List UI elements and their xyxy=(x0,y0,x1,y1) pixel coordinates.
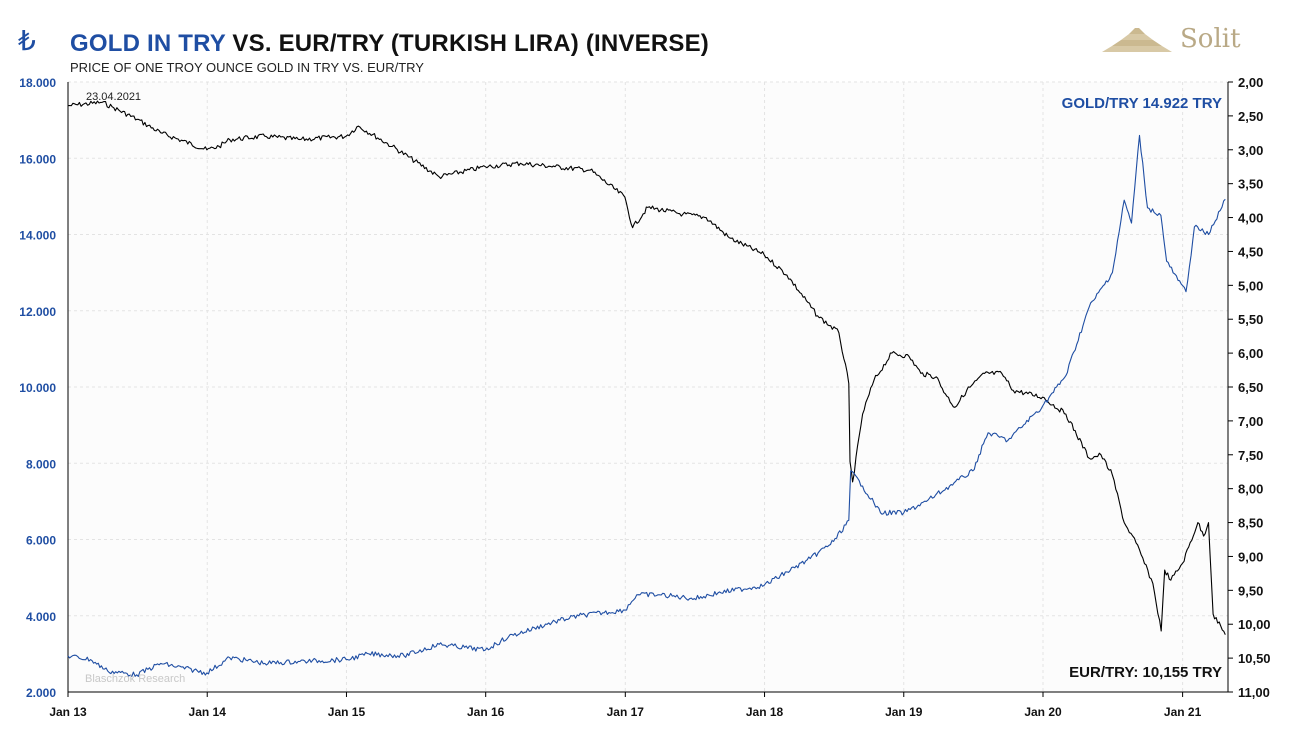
left-tick-label: 18.000 xyxy=(19,76,56,90)
left-tick-label: 16.000 xyxy=(19,152,56,166)
left-tick-label: 2.000 xyxy=(26,686,56,700)
right-tick-label: 3,50 xyxy=(1238,177,1263,192)
left-tick-label: 4.000 xyxy=(26,610,56,624)
right-tick-label: 4,00 xyxy=(1238,211,1263,226)
left-tick-label: 12.000 xyxy=(19,305,56,319)
left-tick-label: 8.000 xyxy=(26,457,56,471)
x-tick-label: Jan 13 xyxy=(49,705,87,719)
eur-value-label: EUR/TRY: 10,155 TRY xyxy=(1069,664,1222,681)
title-accent: GOLD IN TRY xyxy=(70,30,226,57)
right-tick-label: 6,50 xyxy=(1238,380,1263,395)
right-tick-label: 10,00 xyxy=(1238,617,1271,632)
right-tick-label: 8,50 xyxy=(1238,516,1263,531)
x-tick-label: Jan 19 xyxy=(885,705,923,719)
right-tick-label: 4,50 xyxy=(1238,244,1263,259)
gold-try-line xyxy=(67,134,1226,678)
title-rest: VS. EUR/TRY (TURKISH LIRA) (INVERSE) xyxy=(225,30,709,57)
x-tick-label: Jan 14 xyxy=(189,705,227,719)
gold-value-label: GOLD/TRY 14.922 TRY xyxy=(1062,95,1222,112)
x-tick-label: Jan 21 xyxy=(1164,705,1202,719)
right-tick-label: 9,00 xyxy=(1238,549,1263,564)
right-tick-label: 3,00 xyxy=(1238,143,1263,158)
right-tick-label: 7,50 xyxy=(1238,448,1263,463)
right-tick-label: 6,00 xyxy=(1238,346,1263,361)
right-tick-label: 9,50 xyxy=(1238,583,1263,598)
x-tick-label: Jan 20 xyxy=(1024,705,1062,719)
x-tick-label: Jan 18 xyxy=(746,705,784,719)
eur-try-line xyxy=(67,100,1226,635)
right-tick-label: 5,00 xyxy=(1238,278,1263,293)
chart-subtitle: PRICE OF ONE TROY OUNCE GOLD IN TRY VS. … xyxy=(70,60,424,75)
x-tick-label: Jan 15 xyxy=(328,705,366,719)
chart-title: GOLD IN TRY VS. EUR/TRY (TURKISH LIRA) (… xyxy=(70,30,709,58)
date-label: 23.04.2021 xyxy=(86,91,141,103)
x-tick-label: Jan 17 xyxy=(607,705,645,719)
right-tick-label: 7,00 xyxy=(1238,414,1263,429)
right-tick-label: 2,00 xyxy=(1238,75,1263,90)
left-tick-label: 6.000 xyxy=(26,534,56,548)
x-tick-label: Jan 16 xyxy=(467,705,505,719)
lira-currency-icon: ₺ xyxy=(18,24,36,57)
solit-logo-icon xyxy=(1102,28,1172,52)
right-tick-label: 10,50 xyxy=(1238,651,1271,666)
left-tick-label: 10.000 xyxy=(19,381,56,395)
right-tick-label: 2,50 xyxy=(1238,109,1263,124)
right-tick-label: 11,00 xyxy=(1238,685,1270,700)
right-tick-label: 8,00 xyxy=(1238,482,1263,497)
left-tick-label: 14.000 xyxy=(19,229,56,243)
brand-logo-text: Solit xyxy=(1180,24,1241,54)
watermark-label: Blaschzok Research xyxy=(85,673,185,685)
right-tick-label: 5,50 xyxy=(1238,312,1263,327)
